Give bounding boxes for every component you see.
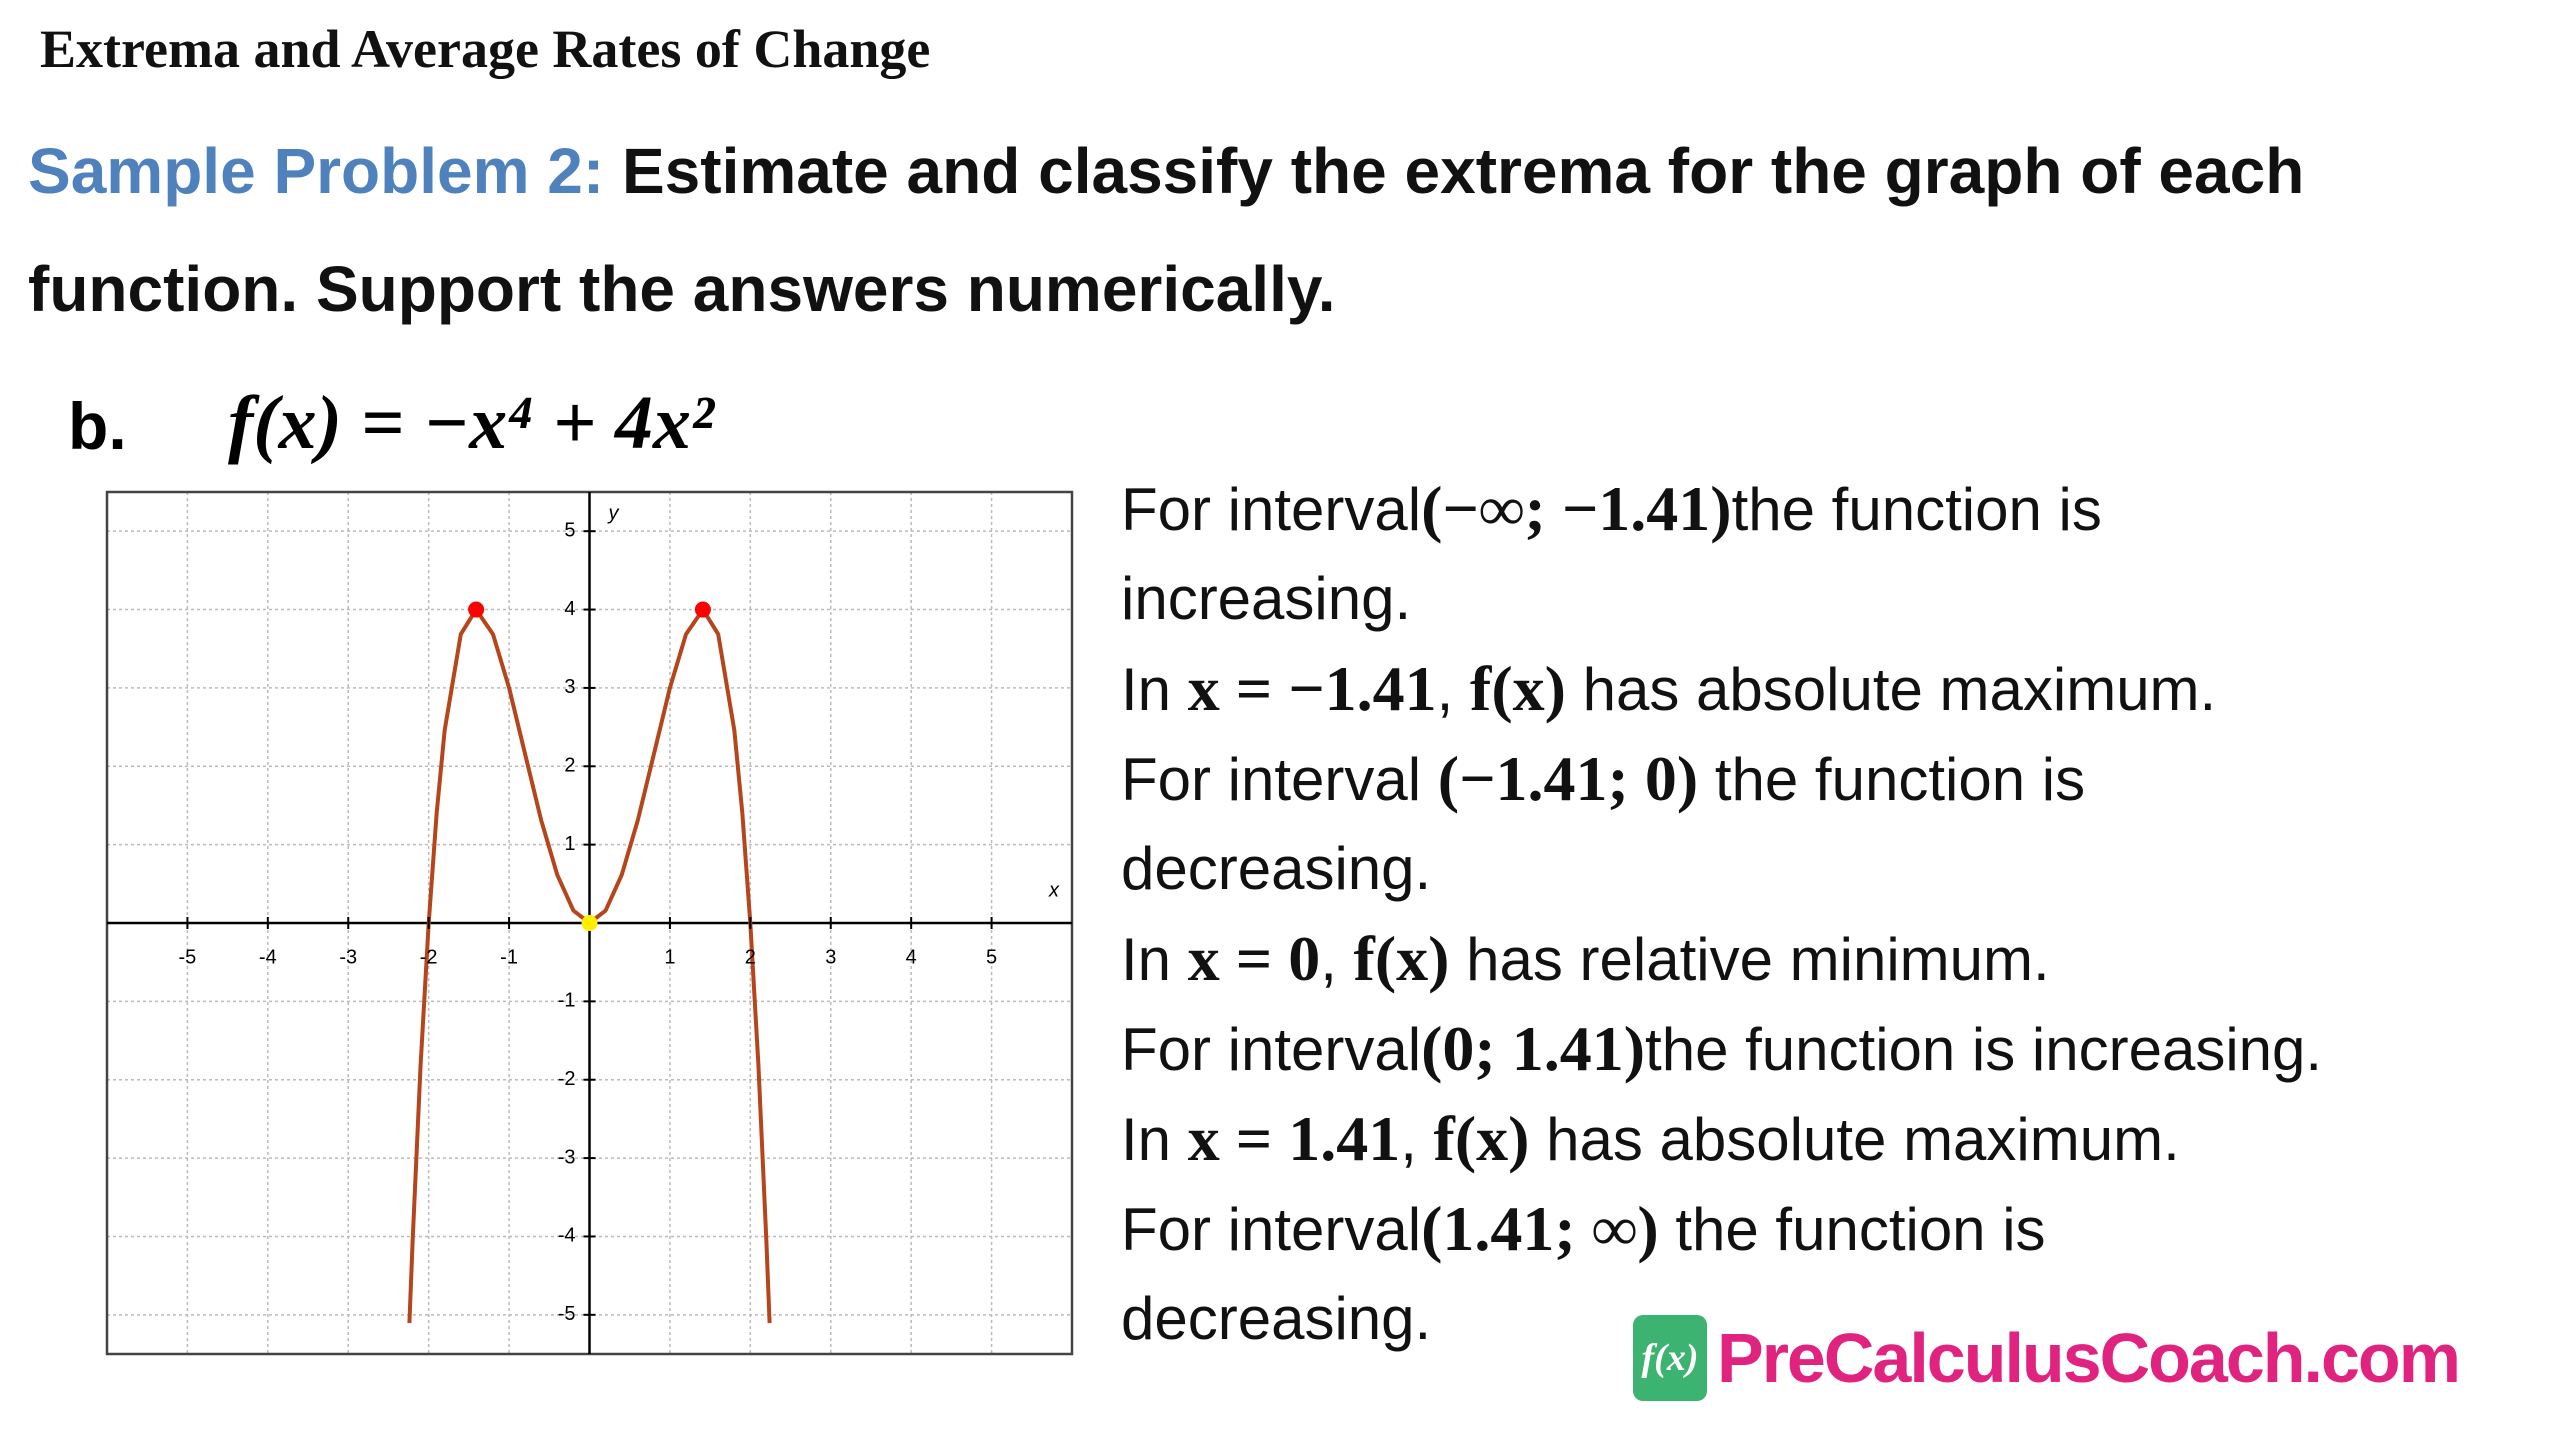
- math-expression: (1.41; ∞): [1421, 1193, 1659, 1264]
- y-tick-label: 5: [564, 519, 575, 541]
- explanation-text: the function is: [1731, 476, 2102, 543]
- math-expression: f(x): [1470, 653, 1566, 724]
- explanation-text: increasing.: [1121, 565, 1412, 632]
- explanation-text: For interval: [1121, 1196, 1422, 1263]
- explanation-line: increasing.: [1121, 554, 2322, 644]
- explanation-text: the function is increasing.: [1645, 1016, 2323, 1083]
- x-axis-label: x: [1048, 879, 1060, 901]
- part-label: b.: [68, 389, 127, 463]
- explanation-text: ,: [1400, 1106, 1434, 1173]
- explanation-line: For interval(−∞; −1.41)the function is: [1121, 464, 2322, 554]
- explanation-line: In x = 0, f(x) has relative minimum.: [1121, 914, 2322, 1004]
- y-tick-label: -4: [558, 1225, 576, 1247]
- explanation-text: For interval: [1121, 746, 1438, 813]
- explanation-text: ,: [1320, 926, 1354, 993]
- explanation-line: decreasing.: [1121, 824, 2322, 914]
- explanation-text: has absolute maximum.: [1565, 656, 2217, 723]
- x-tick-label: 3: [825, 946, 836, 968]
- explanation-line: In x = 1.41, f(x) has absolute maximum.: [1121, 1094, 2322, 1184]
- math-expression: (0; 1.41): [1421, 1013, 1646, 1084]
- function-formula: f(x) = −x⁴ + 4x²: [228, 381, 714, 465]
- explanation-line: For interval(0; 1.41)the function is inc…: [1121, 1004, 2322, 1094]
- x-tick-label: 4: [906, 946, 917, 968]
- y-tick-label: 2: [564, 755, 575, 777]
- math-expression: f(x): [1433, 1103, 1530, 1174]
- y-tick-label: -5: [558, 1303, 576, 1325]
- logo-text: PreCalculusCoach.com: [1717, 1319, 2461, 1397]
- math-expression: x = −1.41: [1187, 653, 1437, 724]
- explanation-line: For interval(1.41; ∞) the function is: [1121, 1184, 2322, 1274]
- problem-statement: Sample Problem 2: Estimate and classify …: [28, 112, 2538, 348]
- x-tick-label: 5: [986, 946, 997, 968]
- slide-title: Extrema and Average Rates of Change: [40, 19, 931, 79]
- y-tick-label: -2: [558, 1068, 576, 1090]
- explanation-text: In: [1121, 656, 1188, 723]
- explanation-text: For interval: [1121, 1016, 1422, 1083]
- explanation-text: In: [1121, 926, 1188, 993]
- explanation: For interval(−∞; −1.41)the function is in…: [1121, 464, 2322, 1364]
- explanation-text: decreasing.: [1121, 1285, 1432, 1352]
- math-expression: (−∞; −1.41): [1421, 473, 1732, 544]
- explanation-text: has relative minimum.: [1449, 926, 2050, 993]
- problem-label: Sample Problem 2:: [28, 135, 605, 207]
- explanation-text: For interval: [1121, 476, 1422, 543]
- math-expression: x = 0: [1187, 923, 1321, 994]
- extremum-point: [694, 601, 711, 618]
- x-tick-label: -4: [259, 946, 277, 968]
- explanation-text: has absolute maximum.: [1529, 1106, 2180, 1173]
- x-tick-label: -1: [500, 946, 518, 968]
- explanation-line: For interval (−1.41; 0) the function is: [1121, 734, 2322, 824]
- x-tick-label: 1: [664, 946, 675, 968]
- math-expression: x = 1.41: [1187, 1103, 1401, 1174]
- explanation-text: the function is: [1658, 1196, 2046, 1263]
- y-axis-label: y: [607, 502, 620, 524]
- explanation-text: In: [1121, 1106, 1188, 1173]
- math-expression: f(x): [1353, 923, 1450, 994]
- explanation-line: In x = −1.41, f(x) has absolute maximum.: [1121, 644, 2322, 734]
- logo: f(x) PreCalculusCoach.com: [1633, 1312, 2461, 1404]
- x-tick-label: 2: [745, 946, 756, 968]
- y-tick-label: -3: [558, 1146, 576, 1168]
- y-tick-label: -1: [558, 990, 576, 1012]
- x-tick-label: -3: [339, 946, 357, 968]
- extremum-point: [468, 601, 485, 618]
- explanation-text: decreasing.: [1121, 835, 1432, 902]
- explanation-line: decreasing.: [1121, 1274, 2322, 1364]
- explanation-text: the function is: [1698, 746, 2086, 813]
- math-expression: (−1.41; 0): [1437, 743, 1699, 814]
- y-tick-label: 1: [564, 833, 575, 855]
- x-tick-label: -5: [179, 946, 197, 968]
- logo-icon: f(x): [1633, 1315, 1707, 1401]
- y-tick-label: 3: [564, 676, 575, 698]
- explanation-text: ,: [1436, 656, 1470, 723]
- y-tick-label: 4: [564, 598, 575, 620]
- problem-text: Estimate and classify the extrema for th…: [28, 135, 2305, 325]
- extremum-point: [581, 915, 598, 931]
- x-tick-label: -2: [420, 946, 438, 968]
